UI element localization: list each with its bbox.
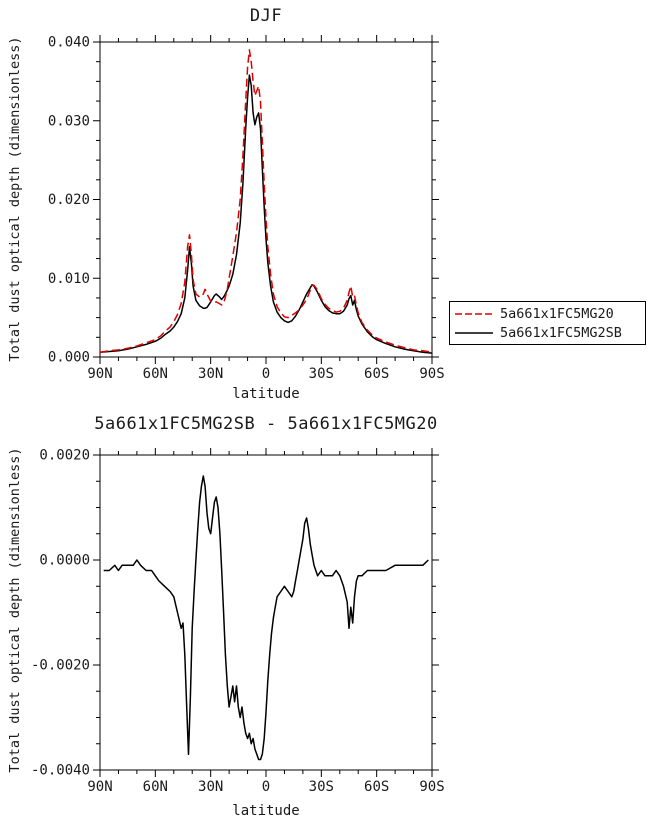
legend-entry-label: 5a661x1FC5MG2SB <box>500 324 622 341</box>
y-tick-label: 0.030 <box>48 113 90 129</box>
y-tick-label: 0.000 <box>48 350 90 366</box>
series-line-5a661x1FC5MG20 <box>99 49 433 354</box>
x-tick-label: 60N <box>143 779 168 795</box>
top-chart-plot: 90N 60N 30N 0 30S 60S 90S 0.000 0.010 0.020 0.030 0… <box>48 35 445 383</box>
x-tick-label: 60N <box>143 366 168 382</box>
x-tick-label: 30N <box>198 779 223 795</box>
x-tick-label: 90N <box>87 779 112 795</box>
x-tick-label: 30S <box>309 366 334 382</box>
y-tick-label: 0.0020 <box>39 448 90 464</box>
bottom-chart-plot: 90N 60N 30N 0 30S 60S 90S -0.0040 -0.0020 0.0000 0… <box>31 448 445 796</box>
series-line-5a661x1FC5MG2SB <box>99 74 433 354</box>
y-tick-label: 0.020 <box>48 192 90 208</box>
x-tick-label: 0 <box>262 779 270 795</box>
bottom-chart-x-axis-label: latitude <box>232 803 300 819</box>
series-line-difference <box>103 475 429 761</box>
x-tick-label: 60S <box>364 779 389 795</box>
x-tick-label: 60S <box>364 366 389 382</box>
top-chart-title: DJF <box>249 6 283 26</box>
y-tick-label: 0.040 <box>48 35 90 51</box>
y-tick-label: -0.0040 <box>31 763 90 779</box>
legend-entry-label: 5a661x1FC5MG20 <box>500 305 614 322</box>
x-tick-label: 0 <box>262 366 270 382</box>
legend-solid-line-sample <box>455 331 493 334</box>
x-tick-label: 90N <box>87 366 112 382</box>
x-tick-label: 90S <box>419 366 444 382</box>
x-tick-label: 90S <box>419 779 444 795</box>
bottom-chart-title: 5a661x1FC5MG2SB - 5a661x1FC5MG20 <box>94 414 438 434</box>
x-tick-label: 30N <box>198 366 223 382</box>
plot-frame <box>99 41 433 358</box>
legend-entry: 5a661x1FC5MG20 <box>450 304 645 323</box>
x-tick-label: 30S <box>309 779 334 795</box>
y-tick-label: 0.0000 <box>39 553 90 569</box>
y-tick-label: 0.010 <box>48 271 90 287</box>
legend-entry: 5a661x1FC5MG2SB <box>450 323 645 342</box>
legend-box: 5a661x1FC5MG20 5a661x1FC5MG2SB <box>449 301 646 345</box>
top-chart-x-axis-label: latitude <box>232 386 300 402</box>
legend-dashed-line-sample <box>455 312 493 315</box>
y-tick-label: -0.0020 <box>31 658 90 674</box>
